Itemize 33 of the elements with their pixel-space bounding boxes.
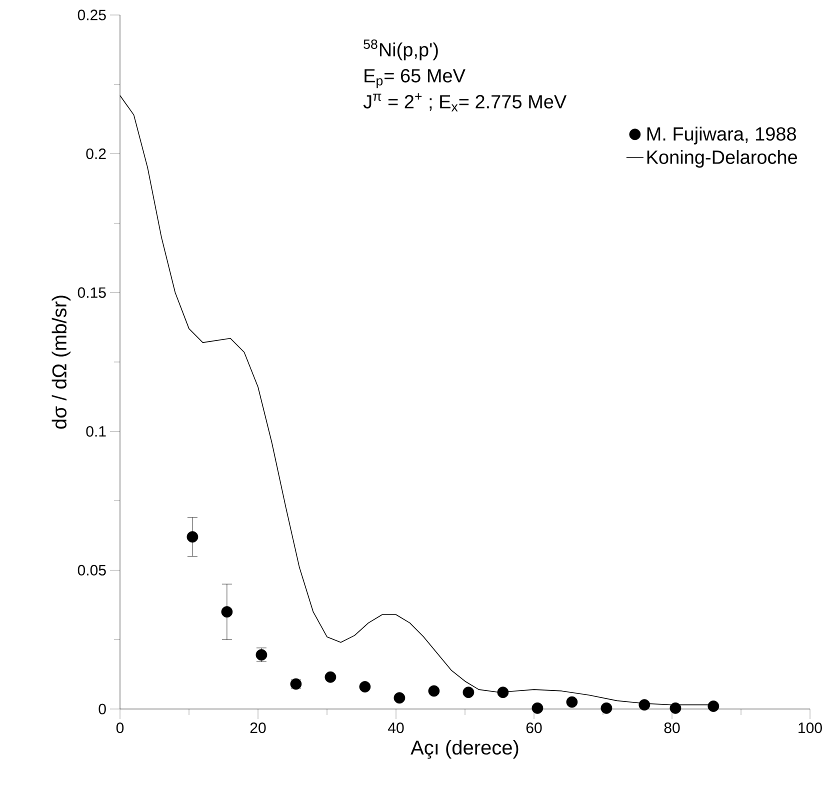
x-tick-label: 40: [388, 722, 404, 734]
x-tick-label: 20: [250, 722, 266, 734]
x-tick-label: 60: [526, 722, 542, 734]
y-tick-label: 0.15: [78, 287, 106, 298]
annotation: J$^{π}$ = 2$^{+}$ ; E$_{x}$= 2.775 MeV: [363, 93, 567, 112]
y-tick-label: 0.1: [86, 426, 106, 437]
x-axis-title: Açı (derece): [410, 740, 518, 759]
x-tick-label: 0: [116, 722, 124, 734]
point: [532, 702, 544, 714]
point: [638, 699, 650, 711]
point: [708, 700, 720, 712]
point: [359, 681, 371, 692]
y-tick-label: 0.2: [86, 148, 106, 160]
annotation: $^{58}$Ni(p,p'): [364, 39, 438, 60]
x-tick-label: 100: [798, 722, 822, 734]
point: [600, 702, 612, 714]
point: [462, 686, 474, 698]
point: [670, 702, 682, 714]
x-tick-label: 80: [664, 722, 680, 734]
point: [394, 692, 406, 704]
legend-label: M. Fujiwara, 1988: [647, 126, 796, 144]
point: [428, 685, 440, 697]
point: [324, 671, 336, 683]
point: [566, 696, 578, 708]
point: [497, 686, 509, 698]
y-tick-label: 0.05: [78, 564, 106, 576]
point: [221, 606, 233, 618]
y-tick-label: 0.25: [78, 10, 106, 20]
annotation: E$_{p}$= 65 MeV: [364, 69, 466, 88]
y-axis-title: dσ / dΩ (mb/sr): [52, 296, 70, 429]
legend-label: Koning-Delaroche: [647, 150, 798, 168]
y-tick-label: 0: [98, 704, 106, 714]
point: [186, 531, 198, 543]
